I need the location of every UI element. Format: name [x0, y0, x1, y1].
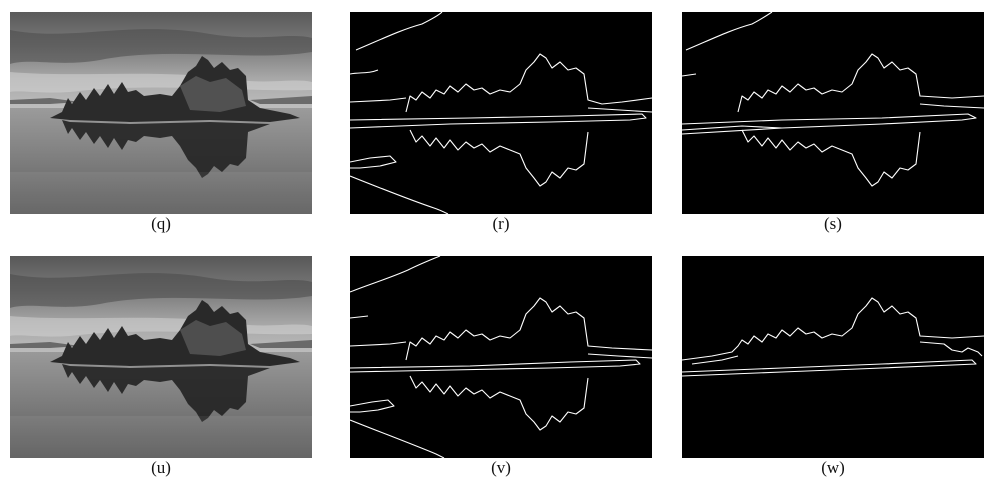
edge-map-panel-s — [682, 12, 984, 214]
edge-map-background — [682, 12, 984, 214]
edge-map-background — [682, 256, 984, 458]
water-edge — [350, 419, 445, 458]
shore-edge — [350, 97, 407, 103]
distant-shore — [10, 96, 312, 104]
rock-reflection — [62, 364, 270, 422]
edge-map-panel-r — [350, 12, 652, 214]
cloud-band — [10, 273, 312, 308]
skyline-edge — [405, 53, 652, 113]
caption-r: (r) — [492, 214, 510, 233]
edge-map-panel-v — [350, 256, 652, 458]
edge-map-background — [350, 256, 652, 458]
rock-highlight — [180, 320, 246, 356]
edge-map-background — [350, 12, 652, 214]
horizon-edge — [682, 125, 783, 131]
reflection-edge — [409, 375, 589, 431]
caption-s: (s) — [824, 214, 842, 233]
shore-edge — [691, 355, 739, 365]
edge-map-panel-w — [682, 256, 984, 458]
cloud-edge — [350, 256, 441, 293]
horizon-edge — [682, 359, 977, 377]
caption-v: (v) — [491, 458, 511, 477]
shore-edge — [350, 341, 407, 347]
water-edge — [350, 175, 449, 214]
photo-panel-q — [10, 12, 312, 214]
horizon-edge — [350, 113, 647, 129]
cloud-edge — [685, 12, 773, 51]
shore-edge — [587, 107, 652, 113]
shore-edge — [587, 353, 652, 359]
reflection-edge — [409, 129, 589, 187]
shore-edge — [919, 103, 984, 109]
caption-q: (q) — [151, 214, 171, 233]
distant-shore — [10, 340, 312, 348]
cloud-edge — [350, 315, 369, 319]
rock-highlight — [180, 76, 246, 112]
horizon-edge — [350, 359, 641, 373]
water-edge — [350, 155, 397, 169]
photo-panel-u — [10, 256, 312, 458]
caption-w: (w) — [821, 458, 845, 477]
water-sheen — [10, 172, 312, 214]
cloud-band — [10, 29, 312, 64]
cloud-edge — [350, 69, 379, 75]
skyline-edge — [682, 297, 984, 361]
cloud-edge — [355, 12, 443, 51]
horizon-edge — [682, 113, 977, 135]
skyline-edge — [405, 297, 652, 361]
water-sheen — [10, 416, 312, 458]
caption-u: (u) — [151, 458, 171, 477]
rock-reflection — [62, 120, 270, 178]
reflection-edge — [741, 129, 921, 187]
water-edge — [350, 399, 395, 413]
skyline-edge — [737, 53, 984, 113]
cloud-edge — [682, 73, 697, 77]
shore-edge — [919, 341, 983, 357]
